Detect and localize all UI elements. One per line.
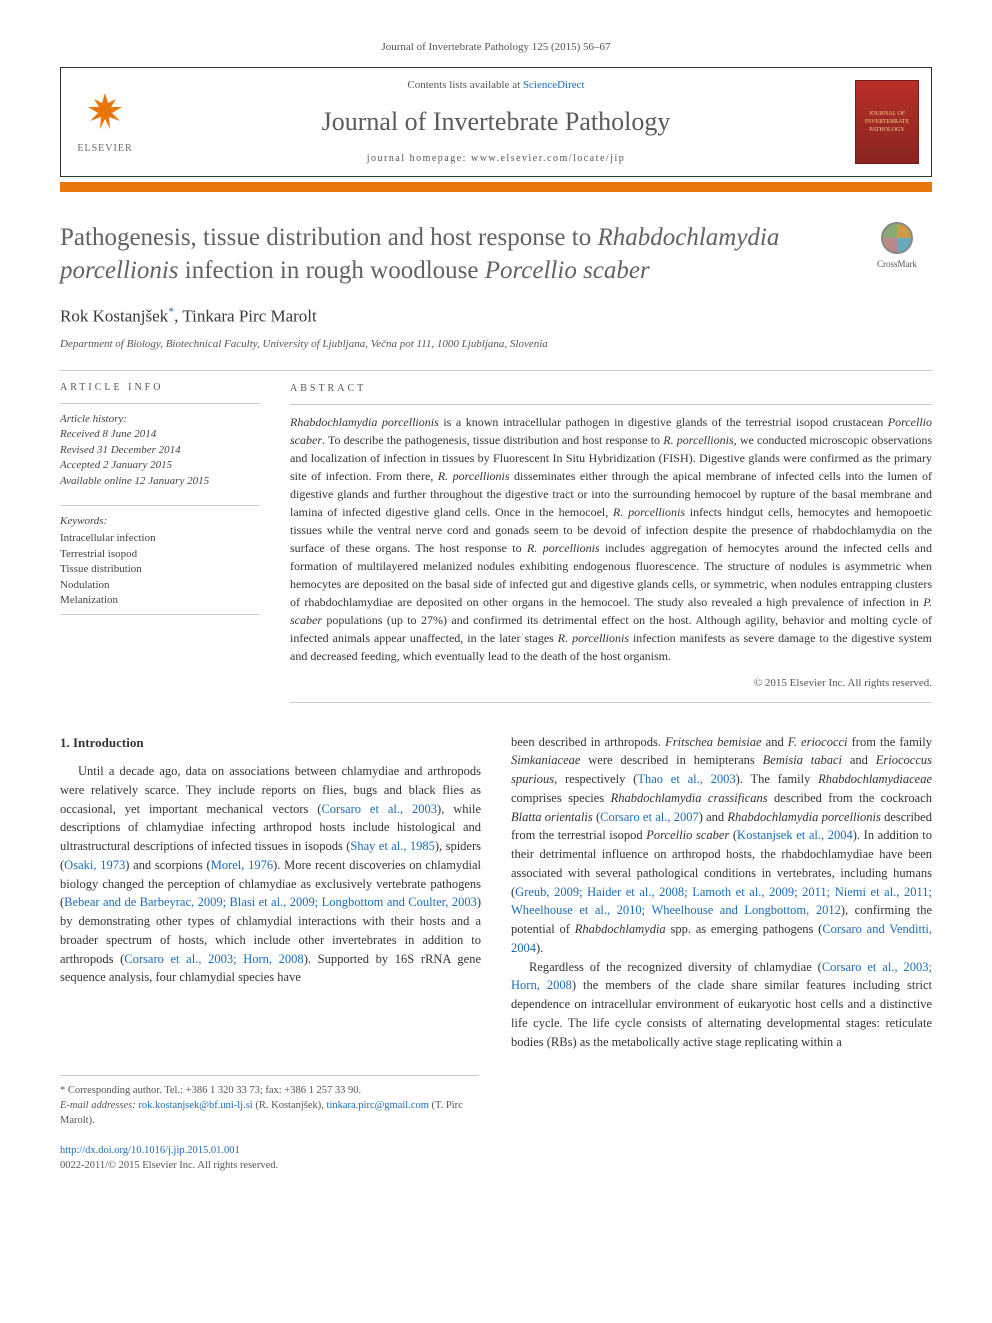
- article-history: Article history: Received 8 June 2014 Re…: [60, 412, 260, 489]
- crossmark-icon: [881, 222, 913, 254]
- abstract-block: ABSTRACT Rhabdochlamydia porcellionis is…: [290, 381, 932, 703]
- authors-line: Rok Kostanjšek*, Tinkara Pirc Marolt: [60, 303, 932, 328]
- divider: [60, 614, 260, 615]
- article-info-heading: ARTICLE INFO: [60, 381, 260, 395]
- affiliation: Department of Biology, Biotechnical Facu…: [60, 337, 932, 352]
- history-revised: Revised 31 December 2014: [60, 443, 260, 458]
- footnotes: * Corresponding author. Tel.: +386 1 320…: [60, 1075, 479, 1128]
- keywords-block: Keywords: Intracellular infection Terres…: [60, 514, 260, 608]
- article-info-sidebar: ARTICLE INFO Article history: Received 8…: [60, 381, 260, 703]
- elsevier-logo: ELSEVIER: [73, 89, 137, 156]
- corresponding-author-note: * Corresponding author. Tel.: +386 1 320…: [60, 1084, 479, 1099]
- divider: [60, 505, 260, 506]
- column-left: 1. Introduction Until a decade ago, data…: [60, 733, 481, 1052]
- keyword: Nodulation: [60, 578, 260, 593]
- crossmark-label: CrossMark: [877, 259, 917, 269]
- divider: [60, 403, 260, 404]
- keyword: Tissue distribution: [60, 562, 260, 577]
- column-right: been described in arthropods. Fritschea …: [511, 733, 932, 1052]
- abstract-heading: ABSTRACT: [290, 381, 932, 396]
- elsevier-text: ELSEVIER: [73, 142, 137, 156]
- doi-link[interactable]: http://dx.doi.org/10.1016/j.jip.2015.01.…: [60, 1145, 240, 1156]
- article-title: Pathogenesis, tissue distribution and ho…: [60, 222, 862, 287]
- email-1-who: (R. Kostanjšek),: [253, 1100, 327, 1111]
- body-columns: 1. Introduction Until a decade ago, data…: [60, 733, 932, 1052]
- homepage-line: journal homepage: www.elsevier.com/locat…: [137, 152, 855, 166]
- keyword: Intracellular infection: [60, 531, 260, 546]
- history-received: Received 8 June 2014: [60, 427, 260, 442]
- email-2[interactable]: tinkara.pirc@gmail.com: [327, 1100, 429, 1111]
- journal-name: Journal of Invertebrate Pathology: [137, 104, 855, 140]
- intro-heading: 1. Introduction: [60, 733, 481, 753]
- sciencedirect-link[interactable]: ScienceDirect: [523, 79, 585, 91]
- divider: [290, 404, 932, 405]
- contents-available-line: Contents lists available at ScienceDirec…: [137, 78, 855, 93]
- issn-copyright: 0022-2011/© 2015 Elsevier Inc. All right…: [60, 1160, 278, 1171]
- email-line: E-mail addresses: rok.kostanjsek@bf.uni-…: [60, 1099, 479, 1128]
- email-1[interactable]: rok.kostanjsek@bf.uni-lj.si: [138, 1100, 252, 1111]
- divider: [60, 370, 932, 371]
- abstract-text: Rhabdochlamydia porcellionis is a known …: [290, 413, 932, 665]
- crossmark-badge[interactable]: CrossMark: [862, 222, 932, 271]
- footer-bar: http://dx.doi.org/10.1016/j.jip.2015.01.…: [60, 1144, 932, 1173]
- keyword: Melanization: [60, 593, 260, 608]
- abstract-copyright: © 2015 Elsevier Inc. All rights reserved…: [290, 675, 932, 692]
- journal-citation: Journal of Invertebrate Pathology 125 (2…: [60, 40, 932, 55]
- intro-paragraph-2: Regardless of the recognized diversity o…: [511, 958, 932, 1052]
- keywords-label: Keywords:: [60, 514, 260, 529]
- intro-paragraph-cont: been described in arthropods. Fritschea …: [511, 733, 932, 958]
- elsevier-tree-icon: [73, 89, 137, 142]
- orange-divider-bar: [60, 182, 932, 192]
- intro-paragraph: Until a decade ago, data on associations…: [60, 762, 481, 987]
- author-1: Rok Kostanjšek: [60, 307, 168, 326]
- keyword: Terrestrial isopod: [60, 547, 260, 562]
- title-mid: infection in rough woodlouse: [179, 257, 485, 284]
- history-accepted: Accepted 2 January 2015: [60, 458, 260, 473]
- divider: [290, 702, 932, 703]
- title-pre: Pathogenesis, tissue distribution and ho…: [60, 224, 597, 251]
- homepage-url[interactable]: www.elsevier.com/locate/jip: [471, 153, 625, 164]
- author-2: Tinkara Pirc Marolt: [182, 307, 316, 326]
- homepage-prefix: journal homepage:: [367, 153, 471, 164]
- history-label: Article history:: [60, 412, 260, 427]
- journal-header-box: ELSEVIER Contents lists available at Sci…: [60, 67, 932, 177]
- contents-prefix: Contents lists available at: [407, 79, 522, 91]
- header-center: Contents lists available at ScienceDirec…: [137, 78, 855, 166]
- journal-cover-thumbnail: JOURNAL OF INVERTEBRATE PATHOLOGY: [855, 80, 919, 164]
- email-label: E-mail addresses:: [60, 1100, 138, 1111]
- history-online: Available online 12 January 2015: [60, 474, 260, 489]
- title-species2: Porcellio scaber: [485, 257, 650, 284]
